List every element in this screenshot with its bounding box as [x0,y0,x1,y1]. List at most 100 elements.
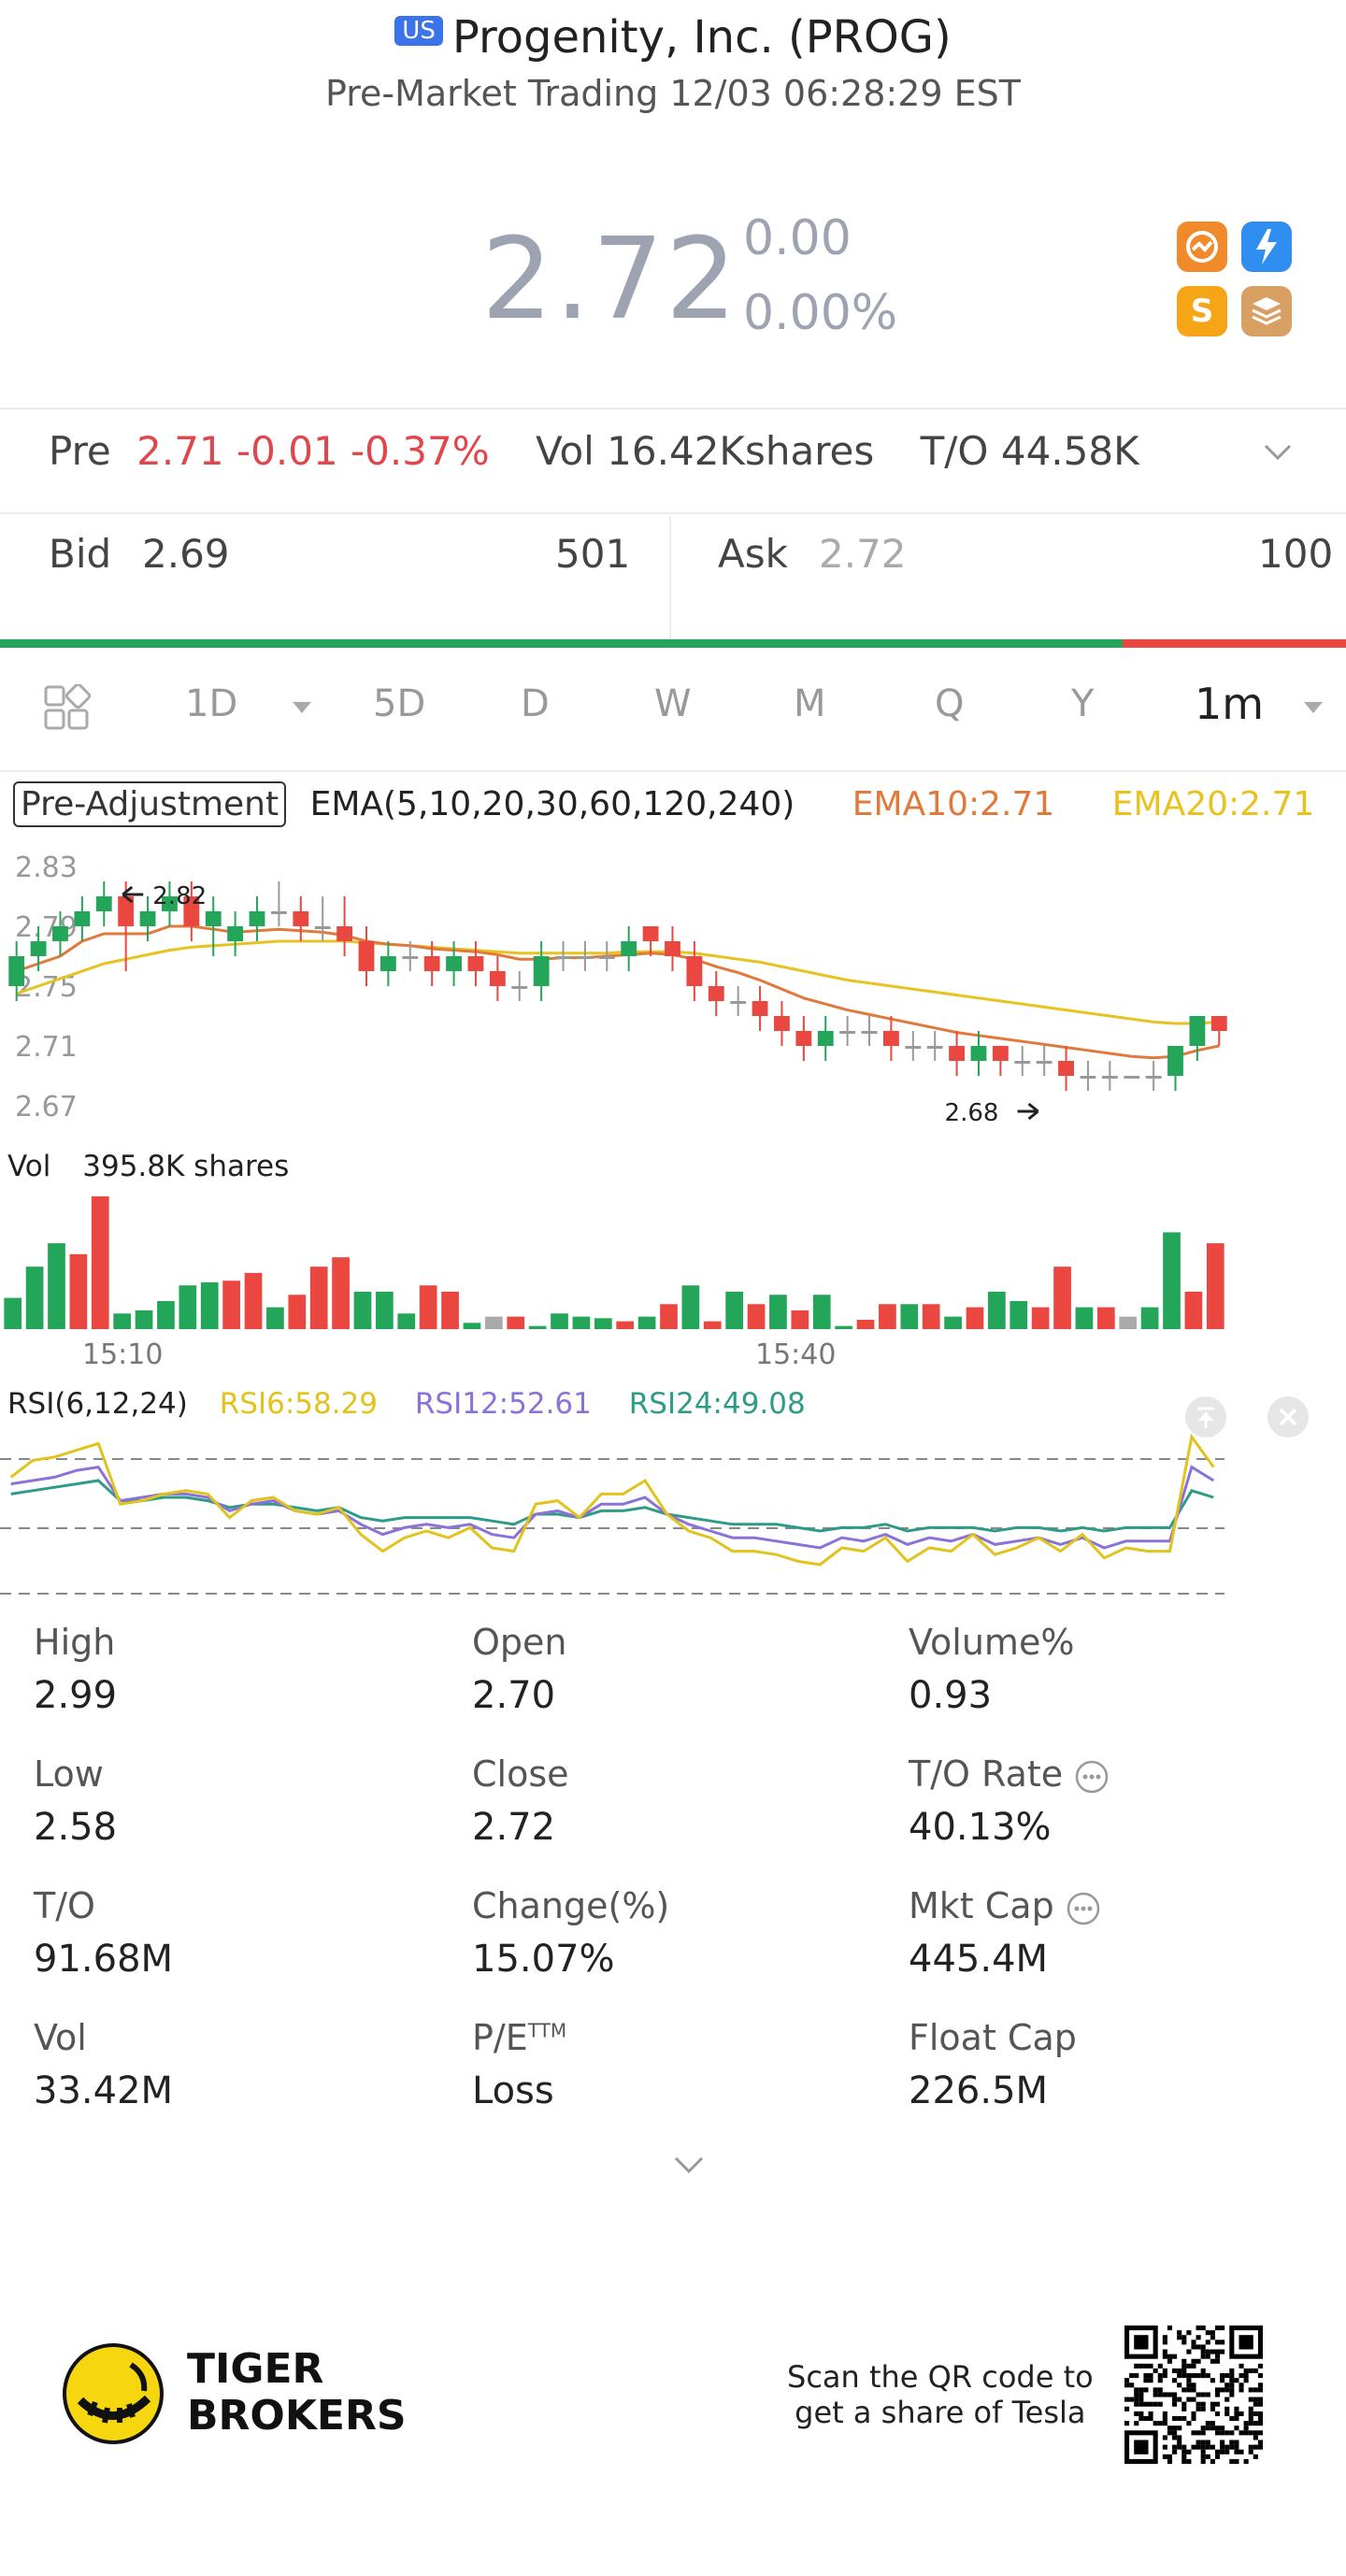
qr-module [1229,2440,1235,2445]
candle [402,956,419,959]
candle [30,941,47,956]
qr-module [1196,2430,1201,2436]
rsi-chart[interactable] [0,1425,1346,1603]
qr-code[interactable] [1124,2326,1263,2464]
qr-module [1138,2363,1144,2368]
qr-module [1153,2421,1158,2426]
dropdown-caret-icon[interactable] [293,701,311,719]
qr-module [1162,2411,1167,2416]
qr-module [1129,2383,1135,2388]
chart-tool-icon[interactable] [1177,222,1227,272]
tab-d[interactable]: D [521,682,550,725]
candle [905,1046,922,1049]
dropdown-caret-icon[interactable] [1304,701,1323,719]
volume-bar [703,1321,722,1329]
rsi-title: RSI(6,12,24) [7,1387,188,1421]
qr-module [1177,2440,1182,2445]
qr-module [1134,2363,1139,2368]
ema10-value: EMA10:2.71 [852,785,1055,823]
volume-bar [4,1297,22,1329]
chevron-down-icon[interactable] [1262,441,1294,467]
volume-bar [157,1300,175,1329]
tab-w[interactable]: W [654,682,692,725]
rsi-legend: RSI(6,12,24) RSI6:58.29 RSI12:52.61 RSI2… [7,1387,806,1421]
to-label: T/O [920,428,989,474]
candle [1101,1076,1118,1079]
qr-module [1181,2387,1187,2393]
qr-module [1172,2354,1178,2359]
qr-module [1239,2387,1244,2393]
qr-module [1181,2444,1187,2450]
qr-module [1243,2458,1249,2464]
volume-bar [594,1318,612,1329]
more-info-icon[interactable] [1074,1759,1110,1795]
qr-module [1162,2368,1167,2374]
volume-bar [1010,1300,1028,1329]
qr-module [1134,2397,1139,2402]
qr-module [1172,2444,1178,2450]
qr-module [1214,2326,1221,2331]
candle [882,1031,899,1046]
qr-module [1205,2354,1210,2359]
expand-chevron-icon[interactable] [671,2153,707,2181]
stat-close: Close 2.72 [472,1753,569,1849]
last-price: 2.72 [481,215,739,345]
qr-module [1134,2387,1139,2393]
volume-bar [812,1295,831,1329]
stat-low: Low 2.58 [34,1753,118,1849]
qr-module [1253,2401,1258,2407]
candle [533,956,550,986]
pre-label: Pre [49,428,111,474]
lightning-icon[interactable] [1241,222,1292,272]
qr-finder [1239,2335,1253,2350]
qr-module [1243,2373,1249,2379]
close-indicator-icon[interactable] [1267,1396,1309,1441]
candlestick-chart[interactable]: 2.832.792.752.712.672.822.68 [0,846,1346,1136]
qr-module [1214,2430,1221,2436]
qr-module [1191,2363,1196,2368]
volume-bar [69,1253,88,1329]
candle [752,1001,768,1016]
footer: TIGER BROKERS Scan the QR code to get a … [0,2318,1346,2505]
more-info-icon[interactable] [1066,1891,1101,1926]
tab-1m[interactable]: 1m [1195,679,1265,729]
qr-caption: Scan the QR code to get a share of Tesla [787,2359,1094,2430]
qr-module [1253,2368,1258,2374]
stat-pe: P/ETTM Loss [472,2017,567,2112]
qr-module [1200,2449,1206,2454]
candle [926,1046,943,1049]
pin-top-icon[interactable] [1185,1396,1226,1441]
qr-module [1214,2449,1221,2454]
tab-m[interactable]: M [794,682,826,725]
volume-bar [266,1307,284,1329]
tab-q[interactable]: Q [935,682,965,725]
candle [817,1031,834,1046]
volume-bar [244,1272,263,1329]
dollar-icon[interactable]: S [1177,286,1227,336]
qr-module [1210,2406,1215,2411]
qr-module [1200,2458,1206,2464]
qr-module [1162,2335,1167,2340]
qr-module [1196,2373,1201,2379]
qr-module [1205,2426,1210,2431]
layout-grid-icon[interactable] [43,682,92,737]
qr-module [1186,2383,1192,2388]
qr-module [1177,2435,1182,2440]
rsi24-line [10,1479,1214,1533]
volume-chart[interactable] [0,1187,1346,1337]
tab-5d[interactable]: 5D [373,682,426,725]
stack-icon[interactable] [1241,286,1292,336]
volume-bar [725,1291,744,1329]
qr-module [1196,2358,1201,2364]
pre-adjustment-badge[interactable]: Pre-Adjustment [13,781,287,827]
volume-bar [1140,1307,1159,1329]
qr-module [1257,2440,1263,2445]
qr-module [1138,2415,1144,2422]
qr-module [1239,2373,1244,2379]
tab-y[interactable]: Y [1071,682,1095,725]
qr-module [1148,2415,1153,2422]
qr-module [1167,2458,1173,2464]
qr-module [1124,2378,1130,2383]
tab-1d[interactable]: 1D [185,682,238,725]
qr-module [1200,2406,1206,2411]
